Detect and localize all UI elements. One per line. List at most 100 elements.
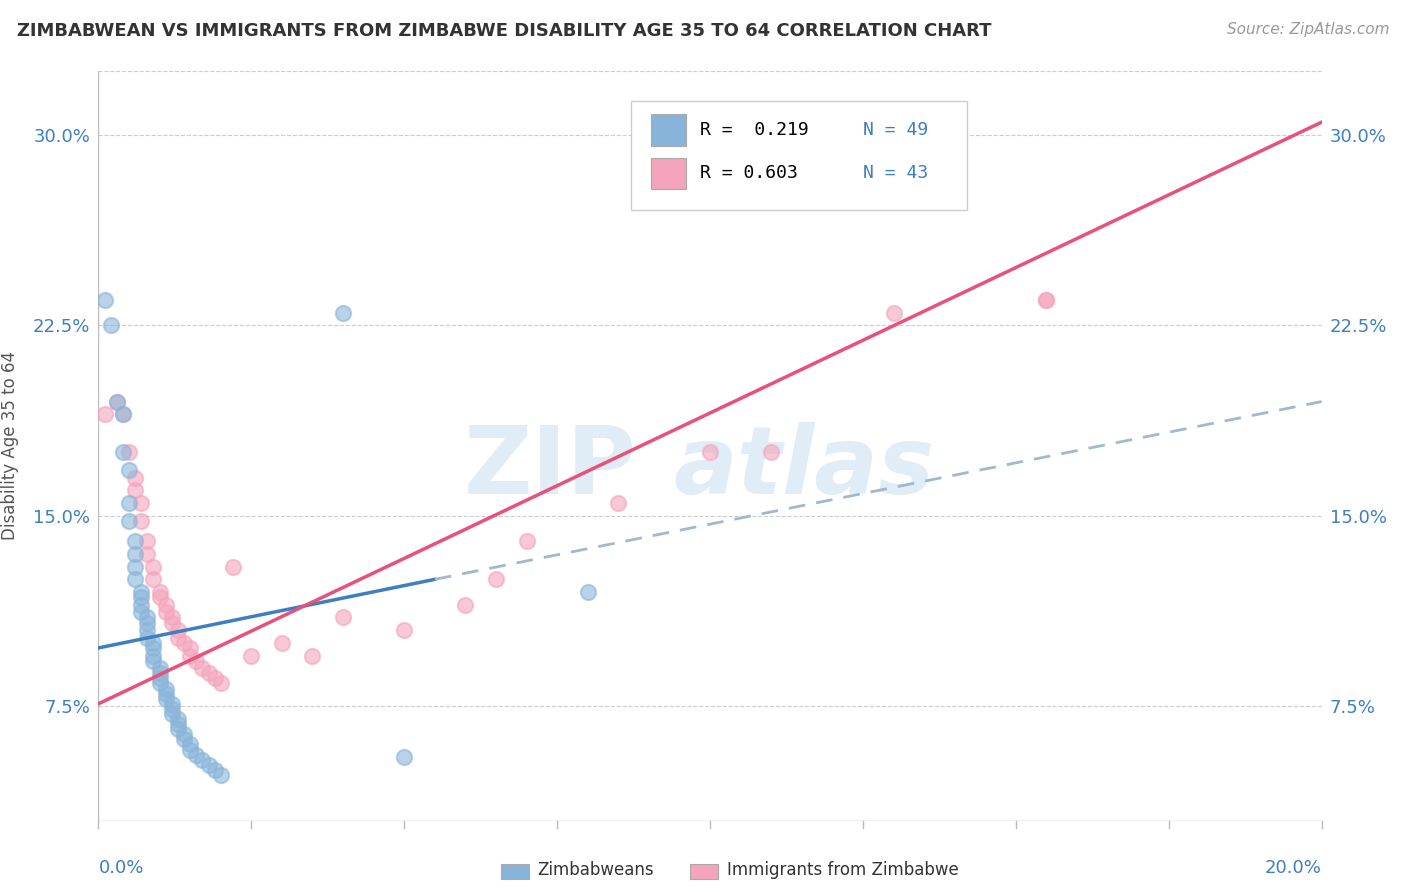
Point	[155, 691, 177, 706]
Point	[1035, 293, 1057, 307]
Point	[129, 514, 152, 528]
FancyBboxPatch shape	[630, 102, 967, 210]
Point	[111, 445, 134, 459]
Point	[149, 585, 172, 599]
Point	[454, 598, 477, 612]
Point	[105, 394, 128, 409]
Point	[392, 623, 416, 637]
Point	[167, 717, 190, 731]
Point	[129, 496, 152, 510]
Text: N = 49: N = 49	[863, 120, 928, 139]
Point	[149, 666, 172, 681]
Text: 0.0%: 0.0%	[98, 859, 143, 877]
Point	[197, 666, 219, 681]
Point	[173, 636, 195, 650]
Point	[93, 407, 115, 421]
Point	[209, 768, 232, 782]
Point	[124, 547, 146, 561]
Point	[173, 727, 195, 741]
Point	[118, 445, 141, 459]
Point	[179, 742, 201, 756]
Point	[332, 306, 354, 320]
Point	[136, 631, 159, 645]
Point	[576, 585, 599, 599]
Text: Immigrants from Zimbabwe: Immigrants from Zimbabwe	[727, 861, 959, 879]
Point	[332, 610, 354, 624]
Point	[160, 610, 183, 624]
Text: R =  0.219: R = 0.219	[700, 120, 808, 139]
Point	[149, 672, 172, 686]
Y-axis label: Disability Age 35 to 64: Disability Age 35 to 64	[1, 351, 18, 541]
Point	[118, 463, 141, 477]
Point	[142, 636, 165, 650]
Point	[136, 610, 159, 624]
Text: atlas: atlas	[673, 423, 935, 515]
Point	[191, 753, 214, 767]
Point	[392, 750, 416, 764]
Bar	[501, 863, 529, 880]
Point	[129, 585, 152, 599]
Point	[100, 318, 122, 333]
Point	[167, 712, 190, 726]
Point	[160, 615, 183, 630]
Point	[173, 732, 195, 747]
Point	[149, 676, 172, 690]
Point	[155, 681, 177, 696]
Point	[270, 636, 292, 650]
Point	[136, 623, 159, 637]
Point	[129, 606, 152, 620]
Point	[1035, 293, 1057, 307]
Point	[179, 648, 201, 663]
Point	[759, 445, 782, 459]
Point	[142, 648, 165, 663]
Point	[105, 394, 128, 409]
Point	[186, 654, 208, 668]
Point	[160, 697, 183, 711]
Point	[124, 471, 146, 485]
Point	[222, 559, 245, 574]
Point	[124, 534, 146, 549]
Text: R = 0.603: R = 0.603	[700, 164, 799, 182]
Point	[111, 407, 134, 421]
Point	[204, 763, 226, 777]
Point	[485, 572, 508, 586]
Point	[142, 654, 165, 668]
Point	[167, 623, 190, 637]
Point	[136, 534, 159, 549]
Point	[149, 661, 172, 675]
Text: ZIMBABWEAN VS IMMIGRANTS FROM ZIMBABWE DISABILITY AGE 35 TO 64 CORRELATION CHART: ZIMBABWEAN VS IMMIGRANTS FROM ZIMBABWE D…	[17, 22, 991, 40]
FancyBboxPatch shape	[651, 114, 686, 145]
Point	[516, 534, 538, 549]
Text: 20.0%: 20.0%	[1265, 859, 1322, 877]
Point	[124, 483, 146, 498]
Point	[155, 598, 177, 612]
Point	[118, 514, 141, 528]
Text: ZIP: ZIP	[464, 423, 637, 515]
FancyBboxPatch shape	[651, 158, 686, 189]
Point	[160, 706, 183, 721]
Point	[167, 631, 190, 645]
Point	[93, 293, 115, 307]
Point	[111, 407, 134, 421]
Point	[142, 559, 165, 574]
Point	[160, 702, 183, 716]
Point	[155, 687, 177, 701]
Point	[136, 615, 159, 630]
Point	[149, 590, 172, 604]
Point	[167, 722, 190, 736]
Point	[129, 590, 152, 604]
Text: Zimbabweans: Zimbabweans	[537, 861, 654, 879]
Point	[883, 306, 905, 320]
Point	[186, 747, 208, 762]
Point	[124, 572, 146, 586]
Point	[179, 640, 201, 655]
Bar	[690, 863, 718, 880]
Point	[607, 496, 630, 510]
Point	[699, 445, 721, 459]
Point	[209, 676, 232, 690]
Point	[197, 757, 219, 772]
Point	[191, 661, 214, 675]
Point	[124, 559, 146, 574]
Point	[240, 648, 263, 663]
Point	[136, 547, 159, 561]
